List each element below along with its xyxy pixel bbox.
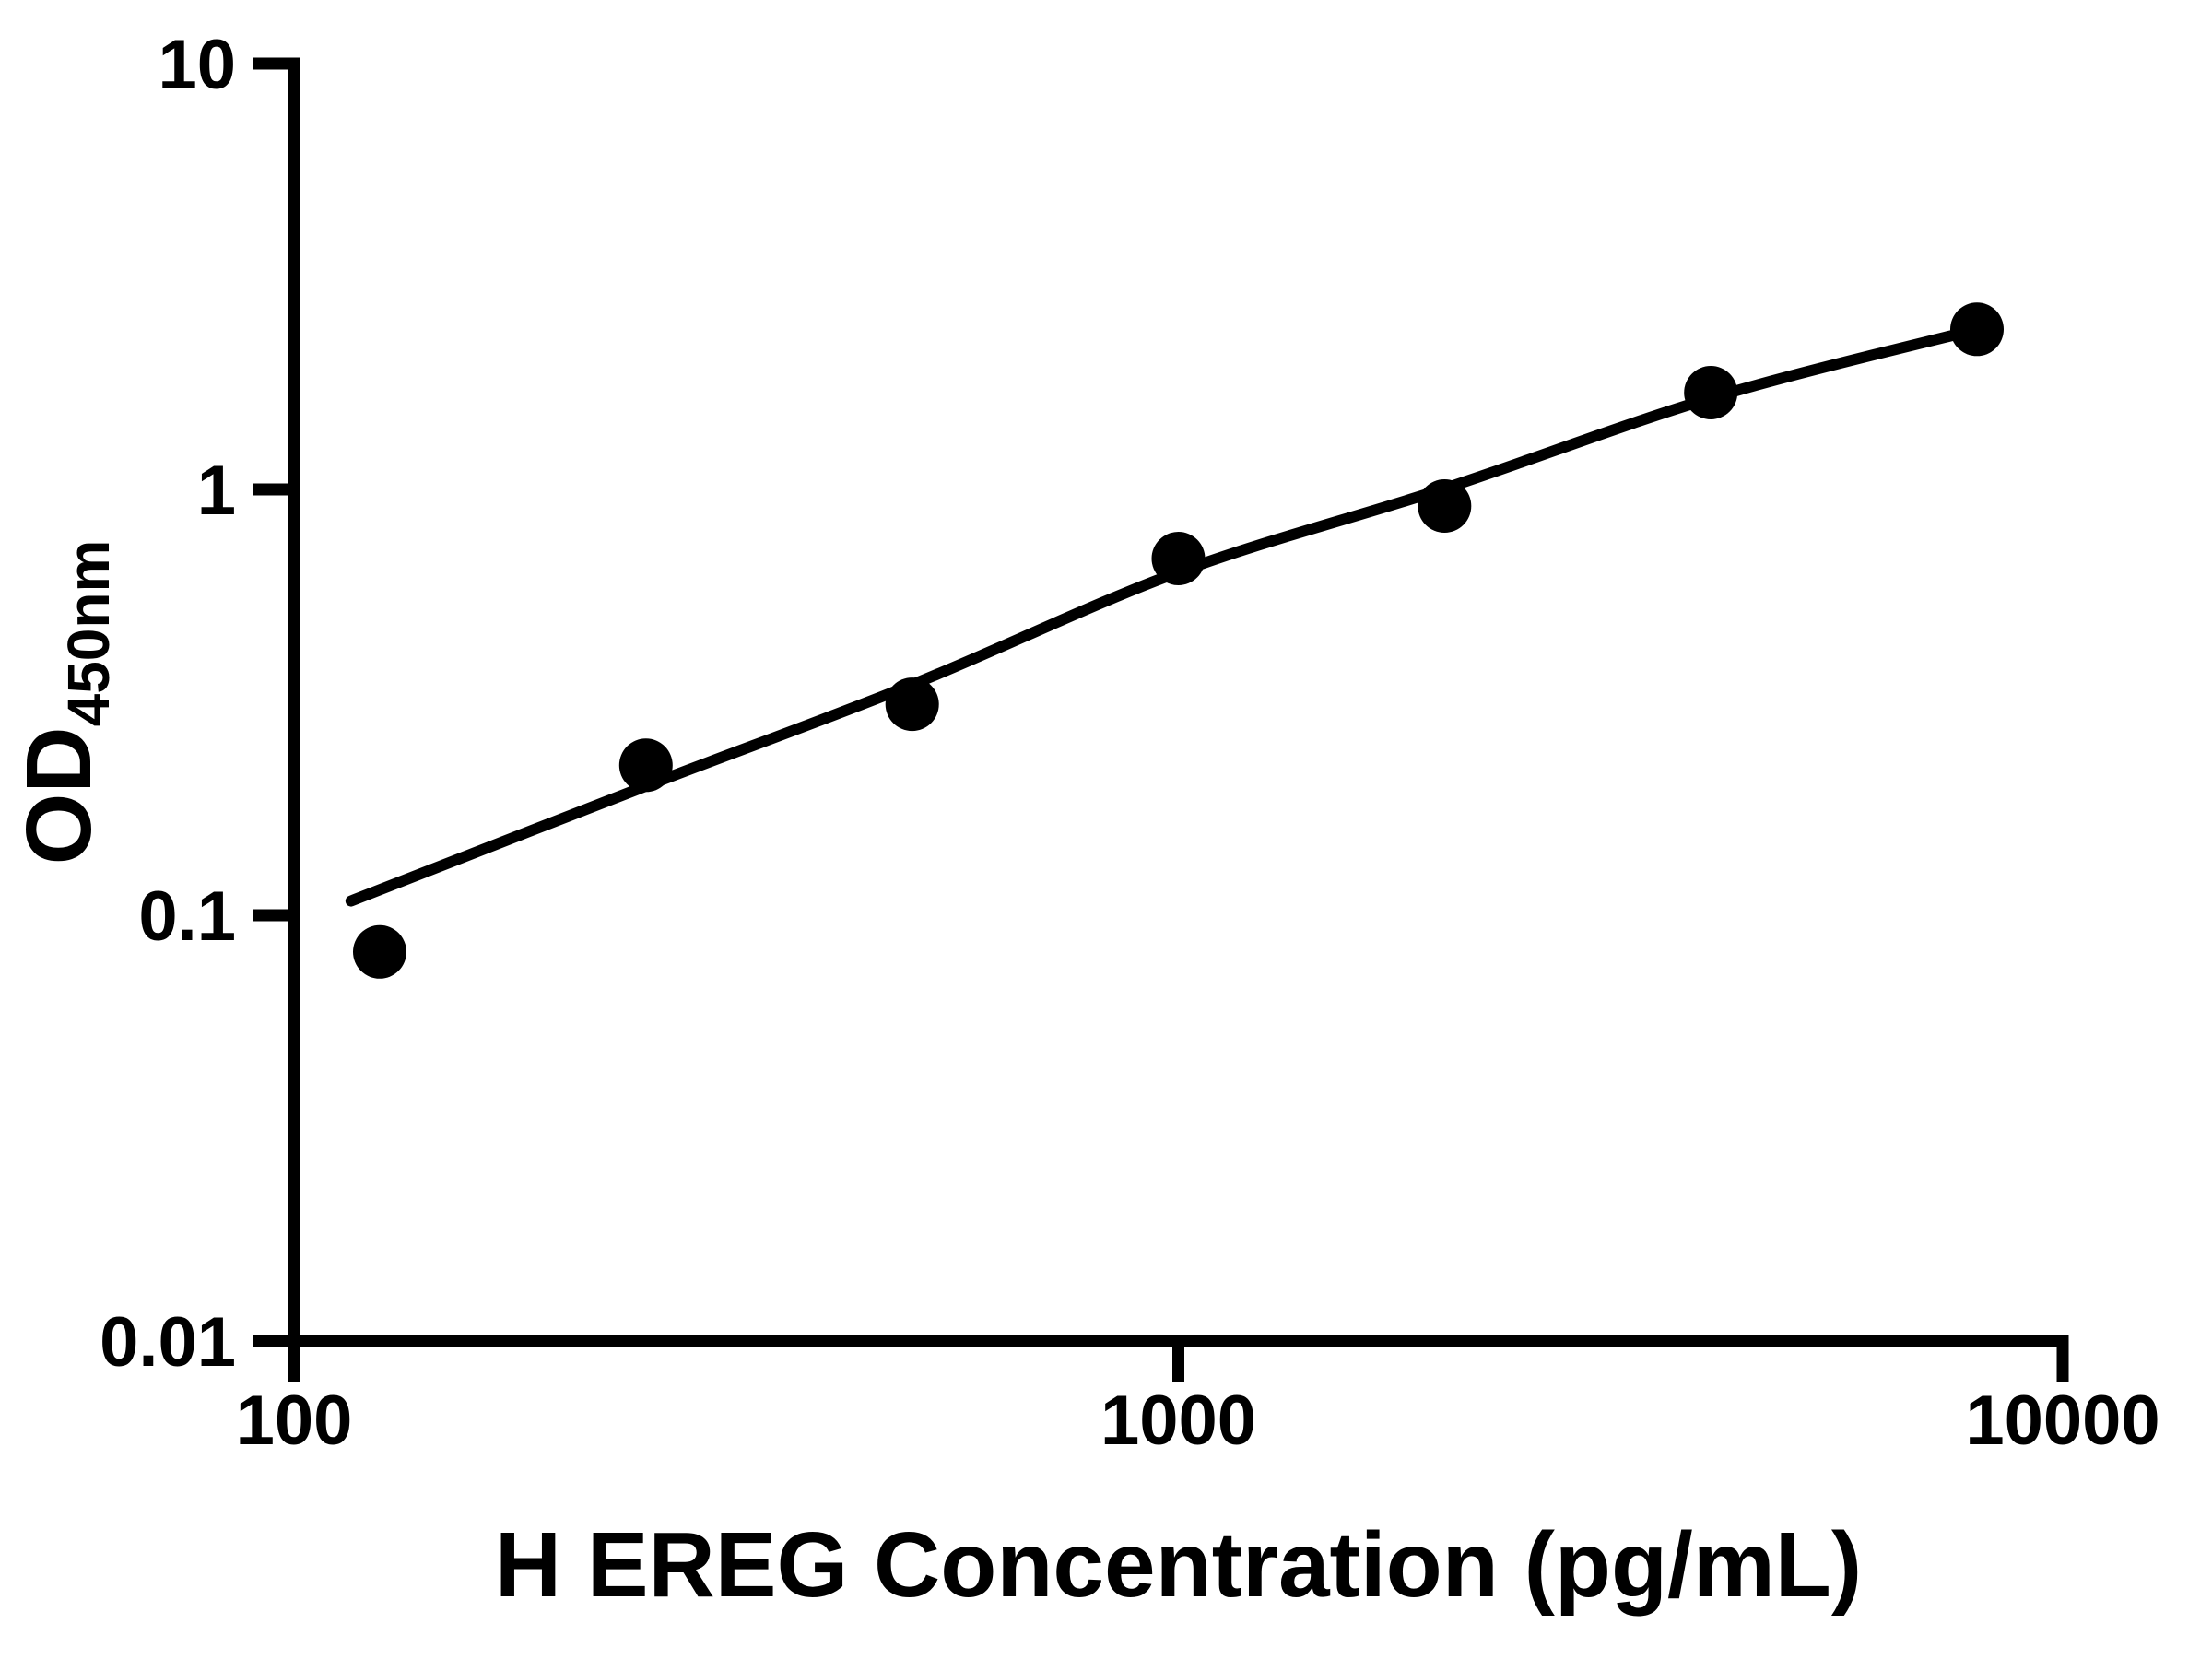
y-axis-title: OD450nm <box>7 539 135 865</box>
y-tick-label-1: 1 <box>197 452 236 530</box>
data-point-250 <box>618 738 673 793</box>
data-point-2000 <box>1418 479 1472 533</box>
x-axis-title: H EREG Concentration (pg/mL) <box>494 1513 1863 1617</box>
data-point-1000 <box>1151 532 1206 585</box>
data-point-4000 <box>1684 366 1738 419</box>
y-axis-title-main: OD <box>7 726 111 865</box>
y-tick-label-0.1: 0.1 <box>138 877 236 956</box>
data-point-8000 <box>1950 302 2004 357</box>
data-point-500 <box>885 677 939 732</box>
y-tick-label-0.01: 0.01 <box>100 1303 236 1382</box>
data-point-125 <box>353 924 406 979</box>
y-tick-label-10: 10 <box>158 26 236 104</box>
fit-curve <box>345 324 1983 907</box>
x-tick-label-100: 100 <box>236 1382 353 1460</box>
y-axis-title-subscript: 450nm <box>55 539 122 727</box>
x-tick-label-10000: 10000 <box>1965 1382 2159 1460</box>
x-tick-label-1000: 1000 <box>1100 1382 1256 1460</box>
